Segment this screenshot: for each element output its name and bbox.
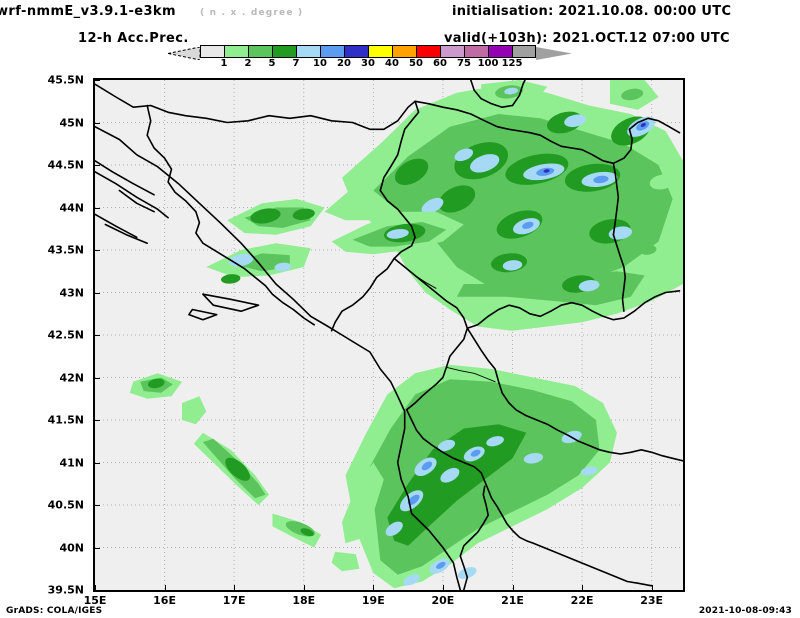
x-axis-tick (373, 585, 375, 590)
y-axis-tick (95, 335, 100, 336)
x-axis-label: 20E (431, 594, 455, 607)
x-axis-label: 16E (153, 594, 176, 607)
y-axis-label: 44N (59, 201, 84, 214)
colorbar-tick-label: 2 (244, 58, 252, 69)
colorbar-tick-label: 75 (457, 58, 471, 69)
y-axis-label: 45N (59, 116, 84, 129)
colorbar-segment (224, 45, 248, 58)
initialisation-text: initialisation: 2021.10.08. 00:00 UTC (452, 4, 732, 19)
x-axis-label: 15E (83, 594, 107, 607)
y-axis-tick (95, 122, 100, 124)
y-axis-tick (95, 377, 100, 379)
colorbar-segment (344, 45, 368, 58)
colorbar-tick-label: 20 (337, 58, 351, 69)
colorbar-tick-label: 100 (477, 58, 499, 69)
colorbar-tick-label: 7 (292, 58, 300, 69)
y-axis-tick (95, 590, 100, 591)
colorbar-segment (416, 45, 440, 58)
x-axis-label: 19E (361, 594, 385, 607)
colorbar-under-arrow (167, 45, 201, 61)
y-axis-label: 41.5N (47, 413, 84, 427)
colorbar-tick-label: 30 (361, 58, 375, 69)
x-axis-label: 23E (640, 594, 664, 607)
colorbar-tick-label: 125 (501, 58, 523, 69)
y-axis-label: 45.5N (47, 73, 84, 87)
valid-time-text: valid(+103h): 2021.OCT.12 07:00 UTC (444, 31, 730, 46)
y-axis-label: 40.5N (47, 498, 84, 512)
x-axis-label: 22E (570, 594, 594, 607)
precipitation-map (95, 80, 683, 590)
model-title-note: ( n . x . degree ) (200, 8, 304, 18)
colorbar-tick-label: 10 (313, 58, 327, 69)
y-axis-label: 43.5N (47, 243, 84, 257)
colorbar-segment (248, 45, 272, 58)
colorbar-segment (320, 45, 344, 58)
colorbar-tick-label: 1 (220, 58, 228, 69)
y-axis-tick (95, 462, 100, 464)
y-axis-tick (95, 420, 100, 421)
y-axis-tick (95, 505, 100, 506)
y-axis-label: 40N (59, 541, 84, 554)
y-axis-tick (95, 250, 100, 251)
x-axis-tick (164, 585, 166, 590)
colorbar-segment (464, 45, 488, 58)
x-axis-tick (95, 585, 96, 590)
colorbar-segment (368, 45, 392, 58)
x-axis-tick (582, 585, 584, 590)
credit-text: GrADS: COLA/IGES (6, 606, 103, 616)
y-axis-label: 42.5N (47, 328, 84, 342)
x-axis-label: 21E (501, 594, 524, 607)
colorbar-segment (296, 45, 320, 58)
x-axis-tick (234, 585, 236, 590)
y-axis-tick (95, 547, 100, 549)
colorbar-tick-label: 5 (268, 58, 276, 69)
colorbar-segment (512, 45, 536, 58)
y-axis-tick (95, 80, 100, 81)
x-axis-tick (442, 585, 444, 590)
colorbar-tick-label: 60 (433, 58, 447, 69)
y-axis-label: 41N (59, 456, 84, 469)
map-plot-area (93, 78, 685, 592)
x-axis-label: 18E (292, 594, 316, 607)
x-axis-label: 17E (222, 594, 246, 607)
x-axis-tick (303, 585, 305, 590)
y-axis-label: 42N (59, 371, 84, 384)
y-axis-tick (95, 165, 100, 166)
colorbar-tick-label: 50 (409, 58, 423, 69)
colorbar-segment (200, 45, 224, 58)
x-axis-tick (512, 585, 514, 590)
y-axis-label: 43N (59, 286, 84, 299)
precipitation-field (129, 80, 683, 589)
colorbar-segment (440, 45, 464, 58)
field-title: 12-h Acc.Prec. (78, 31, 189, 46)
model-title: wrf-nmmE_v3.9.1-e3km (0, 4, 176, 19)
y-axis-label: 44.5N (47, 158, 84, 172)
colorbar-segment (272, 45, 296, 58)
colorbar-tick-label: 40 (385, 58, 399, 69)
y-axis-tick (95, 207, 100, 209)
colorbar-over-arrow (536, 45, 572, 60)
x-axis-tick (651, 585, 653, 590)
colorbar-segment (488, 45, 512, 58)
y-axis-tick (95, 292, 100, 294)
y-axis-label: 39.5N (47, 583, 84, 597)
colorbar-segment (392, 45, 416, 58)
render-timestamp: 2021-10-08-09:43 (698, 606, 792, 616)
coastline-and-borders (95, 80, 683, 590)
